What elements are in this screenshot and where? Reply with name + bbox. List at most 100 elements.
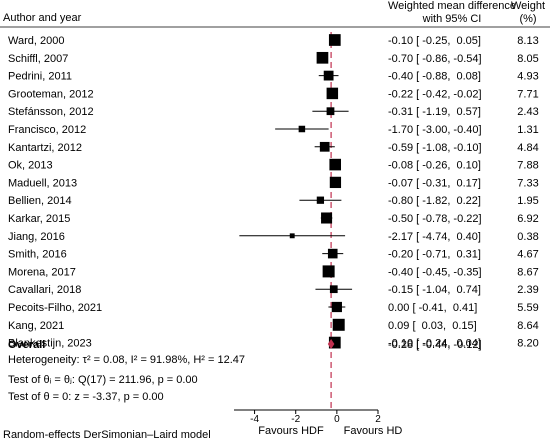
x-tick-label: 0 — [334, 414, 340, 425]
study-row: Morena, 2017 -0.40 [ -0.45, -0.35] 8.67 — [8, 265, 539, 278]
study-ci-text: -0.22 [ -0.42, -0.02] — [388, 88, 482, 100]
study-label: Ok, 2013 — [8, 160, 53, 172]
study-effect-box — [329, 285, 338, 294]
study-weight-text: 4.84 — [517, 142, 538, 154]
study-weight-text: 8.20 — [517, 338, 538, 350]
header-weight-line2: (%) — [519, 13, 536, 25]
study-label: Bellien, 2014 — [8, 195, 72, 207]
study-label: Kang, 2021 — [8, 320, 64, 332]
study-label: Grooteman, 2012 — [8, 88, 94, 100]
study-row: Pecoits-Filho, 2021 0.00 [ -0.41, 0.41] 5.… — [8, 301, 539, 314]
header-study-column: Author and year — [3, 12, 82, 24]
study-effect-box — [329, 158, 342, 171]
study-label: Maduell, 2013 — [8, 177, 77, 189]
study-label: Pecoits-Filho, 2021 — [8, 302, 102, 314]
study-label: Stefánsson, 2012 — [8, 106, 94, 118]
test-theta-i-stat: Test of θᵢ = θⱼ: Q(17) = 211.96, p = 0.0… — [8, 374, 198, 386]
study-ci-text: -0.20 [ -0.71, 0.31] — [388, 249, 481, 261]
study-ci-text: -0.10 [ -0.24, 0.04] — [388, 338, 481, 350]
study-weight-text: 5.59 — [517, 302, 538, 314]
study-row: Pedrini, 2011 -0.40 [ -0.88, 0.08] 4.93 — [8, 71, 539, 83]
favours-right-label: Favours HD — [344, 425, 403, 437]
x-tick-label: -4 — [250, 414, 259, 425]
study-effect-box — [329, 176, 342, 189]
study-row: Jiang, 2016 -2.17 [ -4.74, 0.40] 0.38 — [8, 231, 539, 243]
study-label: Cavallari, 2018 — [8, 284, 81, 296]
study-ci-text: -0.40 [ -0.88, 0.08] — [388, 71, 481, 83]
overall-label: Overall — [8, 339, 45, 351]
study-weight-text: 8.67 — [517, 266, 538, 278]
study-row: Grooteman, 2012 -0.22 [ -0.42, -0.02] 7.71 — [8, 87, 539, 100]
study-row: Kang, 2021 0.09 [ 0.03, 0.15] 8.64 — [8, 318, 539, 332]
heterogeneity-stat: Heterogeneity: τ² = 0.08, I² = 91.98%, H… — [8, 354, 245, 366]
study-row: Maduell, 2013 -0.07 [ -0.31, 0.17] 7.33 — [8, 176, 539, 189]
model-note: Random-effects DerSimonian–Laird model — [3, 429, 211, 441]
study-weight-text: 4.93 — [517, 71, 538, 83]
study-ci-text: -0.70 [ -0.86, -0.54] — [388, 53, 482, 65]
study-row: Ward, 2000 -0.10 [ -0.25, 0.05] 8.13 — [8, 34, 539, 47]
study-ci-text: 0.09 [ 0.03, 0.15] — [388, 320, 477, 332]
study-ci-text: -1.70 [ -3.00, -0.40] — [388, 124, 482, 136]
study-effect-box — [322, 265, 335, 278]
study-ci-text: -0.07 [ -0.31, 0.17] — [388, 177, 481, 189]
study-weight-text: 2.43 — [517, 106, 538, 118]
study-row: Cavallari, 2018 -0.15 [ -1.04, 0.74] 2.39 — [8, 284, 539, 296]
study-ci-text: -0.80 [ -1.82, 0.22] — [388, 195, 481, 207]
study-weight-text: 0.38 — [517, 231, 538, 243]
study-effect-box — [321, 212, 333, 224]
study-row: Francisco, 2012 -1.70 [ -3.00, -0.40] 1.31 — [8, 124, 539, 136]
study-label: Morena, 2017 — [8, 266, 76, 278]
study-weight-text: 7.71 — [517, 88, 538, 100]
study-label: Ward, 2000 — [8, 35, 64, 47]
study-row: Karkar, 2015 -0.50 [ -0.78, -0.22] 6.92 — [8, 212, 539, 225]
study-ci-text: -0.40 [ -0.45, -0.35] — [388, 266, 482, 278]
overall-diamond — [327, 339, 335, 349]
study-row: Kantartzi, 2012 -0.59 [ -1.08, -0.10] 4.84 — [8, 142, 539, 154]
study-effect-box — [332, 318, 345, 331]
study-weight-text: 8.05 — [517, 53, 538, 65]
study-weight-text: 1.31 — [517, 124, 538, 136]
overall-ci-text: -0.28 [ -0.44, -0.12] — [388, 339, 482, 351]
study-effect-box — [316, 51, 329, 64]
study-weight-text: 4.67 — [517, 249, 538, 261]
study-label: Schiffl, 2007 — [8, 53, 68, 65]
study-label: Pedrini, 2011 — [8, 71, 72, 83]
study-ci-text: -0.10 [ -0.25, 0.05] — [388, 35, 481, 47]
study-row: Smith, 2016 -0.20 [ -0.71, 0.31] 4.67 — [8, 249, 539, 261]
favours-left-label: Favours HDF — [258, 425, 324, 437]
study-effect-box — [328, 34, 341, 46]
study-effect-box — [316, 196, 325, 204]
study-effect-box — [319, 141, 330, 152]
study-effect-box — [298, 125, 306, 133]
study-ci-text: -0.50 [ -0.78, -0.22] — [388, 213, 482, 225]
header-effect-line1: Weighted mean difference — [388, 0, 516, 12]
study-row: Blankestijn, 2023 -0.10 [ -0.24, 0.04] 8.2… — [8, 336, 539, 350]
study-weight-text: 7.88 — [517, 160, 538, 172]
header-weight-line1: Weight — [511, 0, 545, 12]
study-label: Francisco, 2012 — [8, 124, 86, 136]
study-effect-box — [327, 248, 338, 259]
study-label: Karkar, 2015 — [8, 213, 70, 225]
study-effect-box — [326, 107, 335, 116]
study-row: Stefánsson, 2012 -0.31 [ -1.19, 0.57] 2.43 — [8, 106, 539, 118]
study-row: Schiffl, 2007 -0.70 [ -0.86, -0.54] 8.05 — [8, 51, 539, 65]
study-weight-text: 6.92 — [517, 213, 538, 225]
study-weight-text: 8.64 — [517, 320, 538, 332]
study-ci-text: -0.15 [ -1.04, 0.74] — [388, 284, 481, 296]
study-label: Kantartzi, 2012 — [8, 142, 82, 154]
test-theta-stat: Test of θ = 0: z = -3.37, p = 0.00 — [8, 391, 164, 403]
study-ci-text: -0.31 [ -1.19, 0.57] — [388, 106, 481, 118]
x-tick-label: -2 — [291, 414, 300, 425]
study-effect-box — [289, 233, 295, 239]
study-effect-box — [323, 70, 334, 81]
study-label: Jiang, 2016 — [8, 231, 65, 243]
study-ci-text: -0.08 [ -0.26, 0.10] — [388, 160, 481, 172]
study-label: Blankestijn, 2023 — [8, 338, 92, 350]
header-effect-line2: with 95% CI — [422, 13, 482, 25]
study-ci-text: 0.00 [ -0.41, 0.41] — [388, 302, 477, 314]
study-weight-text: 7.33 — [517, 177, 538, 189]
study-weight-text: 8.13 — [517, 35, 538, 47]
study-label: Smith, 2016 — [8, 249, 67, 261]
study-effect-box — [326, 87, 339, 100]
